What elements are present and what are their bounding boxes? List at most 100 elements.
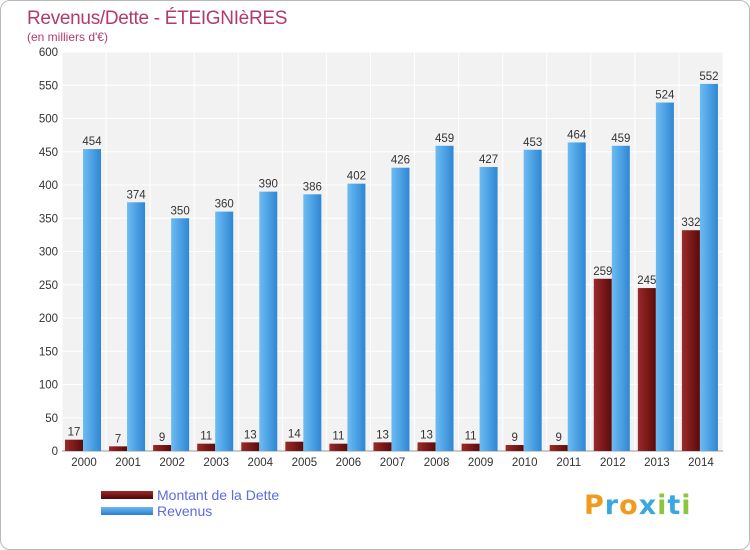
y-tick-label: 400: [39, 180, 58, 192]
logo-letter: r: [604, 490, 620, 521]
bar-dette: [241, 442, 260, 451]
x-tick-label: 2002: [159, 457, 185, 469]
chart-legend: Montant de la Dette Revenus: [101, 487, 279, 519]
x-tick-label: 2008: [424, 457, 450, 469]
logo-letter: t: [667, 490, 682, 521]
data-label-revenus: 459: [611, 133, 630, 145]
data-label-revenus: 350: [171, 205, 190, 217]
bar-dette: [505, 445, 524, 451]
y-tick-label: 0: [52, 446, 58, 458]
legend-label-dette: Montant de la Dette: [157, 487, 280, 503]
y-tick-label: 200: [39, 313, 58, 325]
data-label-dette: 259: [593, 266, 612, 278]
bar-revenus: [699, 83, 718, 452]
logo-letter: o: [619, 490, 639, 521]
data-label-dette: 9: [511, 432, 517, 444]
y-tick-label: 450: [39, 147, 58, 159]
legend-item-dette: Montant de la Dette: [101, 487, 279, 503]
data-label-revenus: 390: [259, 179, 278, 191]
bar-revenus: [259, 191, 278, 451]
x-tick-label: 2011: [556, 457, 581, 469]
data-label-dette: 9: [159, 432, 165, 444]
data-label-dette: 13: [244, 429, 257, 441]
x-tick-label: 2009: [468, 457, 494, 469]
data-label-revenus: 427: [479, 154, 498, 166]
data-label-dette: 9: [556, 432, 562, 444]
x-tick-label: 2001: [115, 457, 141, 469]
data-label-dette: 11: [465, 431, 477, 443]
data-label-dette: 11: [332, 431, 344, 443]
y-tick-label: 150: [39, 346, 58, 358]
proxiti-logo: Proxiti: [584, 490, 692, 521]
bar-revenus: [611, 145, 630, 451]
x-tick-label: 2010: [512, 457, 538, 469]
bar-revenus: [215, 211, 234, 451]
x-tick-label: 2004: [248, 457, 274, 469]
y-tick-label: 550: [39, 80, 58, 92]
bar-dette: [417, 442, 436, 451]
bar-dette: [329, 443, 348, 451]
data-label-revenus: 454: [82, 136, 102, 148]
logo-letter: i: [681, 490, 692, 521]
bar-dette: [285, 441, 304, 451]
data-label-revenus: 426: [391, 155, 410, 167]
data-label-revenus: 524: [655, 90, 675, 102]
bar-dette: [461, 443, 480, 451]
y-tick-label: 250: [39, 280, 58, 292]
legend-item-revenus: Revenus: [101, 503, 279, 519]
data-label-dette: 14: [288, 429, 301, 441]
data-label-revenus: 374: [126, 189, 146, 201]
x-tick-label: 2014: [688, 457, 714, 469]
bar-revenus: [523, 149, 542, 451]
bar-dette: [593, 278, 612, 451]
x-tick-label: 2012: [600, 457, 626, 469]
bar-revenus: [479, 167, 498, 452]
bar-dette: [153, 445, 172, 451]
logo-letter: P: [584, 490, 605, 521]
bar-revenus: [171, 218, 190, 451]
bar-dette: [549, 445, 568, 451]
data-label-dette: 332: [681, 217, 700, 229]
bar-dette: [637, 288, 656, 451]
data-label-dette: 13: [420, 429, 433, 441]
x-tick-label: 2005: [292, 457, 318, 469]
legend-label-revenus: Revenus: [157, 503, 213, 519]
data-label-revenus: 552: [699, 71, 718, 83]
bar-revenus: [655, 102, 674, 451]
chart-subtitle: (en milliers d'€): [27, 30, 108, 44]
legend-swatch-dette: [101, 491, 153, 499]
data-label-revenus: 464: [567, 129, 587, 141]
bar-dette: [197, 443, 216, 451]
bar-revenus: [127, 202, 146, 451]
x-tick-label: 2013: [644, 457, 670, 469]
chart-title: Revenus/Dette - ÉTEIGNIèRES: [27, 8, 288, 29]
y-tick-label: 500: [39, 114, 58, 126]
bar-revenus: [83, 149, 101, 451]
y-tick-label: 50: [45, 413, 58, 425]
legend-swatch-revenus: [101, 507, 153, 515]
bar-dette: [681, 230, 700, 451]
data-label-revenus: 459: [435, 133, 454, 145]
y-tick-label: 350: [39, 213, 58, 225]
bar-revenus: [347, 183, 366, 452]
bar-revenus: [567, 142, 586, 451]
x-tick-label: 2000: [71, 457, 97, 469]
data-label-revenus: 402: [347, 171, 366, 183]
x-tick-label: 2007: [380, 457, 406, 469]
bar-dette: [109, 446, 128, 451]
logo-letter: x: [638, 490, 658, 521]
x-tick-label: 2003: [203, 457, 229, 469]
data-label-dette: 245: [637, 275, 656, 287]
x-tick-label: 2006: [336, 457, 362, 469]
bar-dette: [373, 442, 392, 451]
logo-letter: i: [657, 490, 668, 521]
data-label-revenus: 386: [303, 181, 322, 193]
data-label-dette: 11: [200, 431, 212, 443]
y-tick-label: 600: [39, 47, 58, 59]
data-label-dette: 13: [376, 429, 389, 441]
data-label-dette: 7: [115, 433, 121, 445]
bar-revenus: [303, 194, 322, 451]
bar-revenus: [391, 167, 410, 451]
